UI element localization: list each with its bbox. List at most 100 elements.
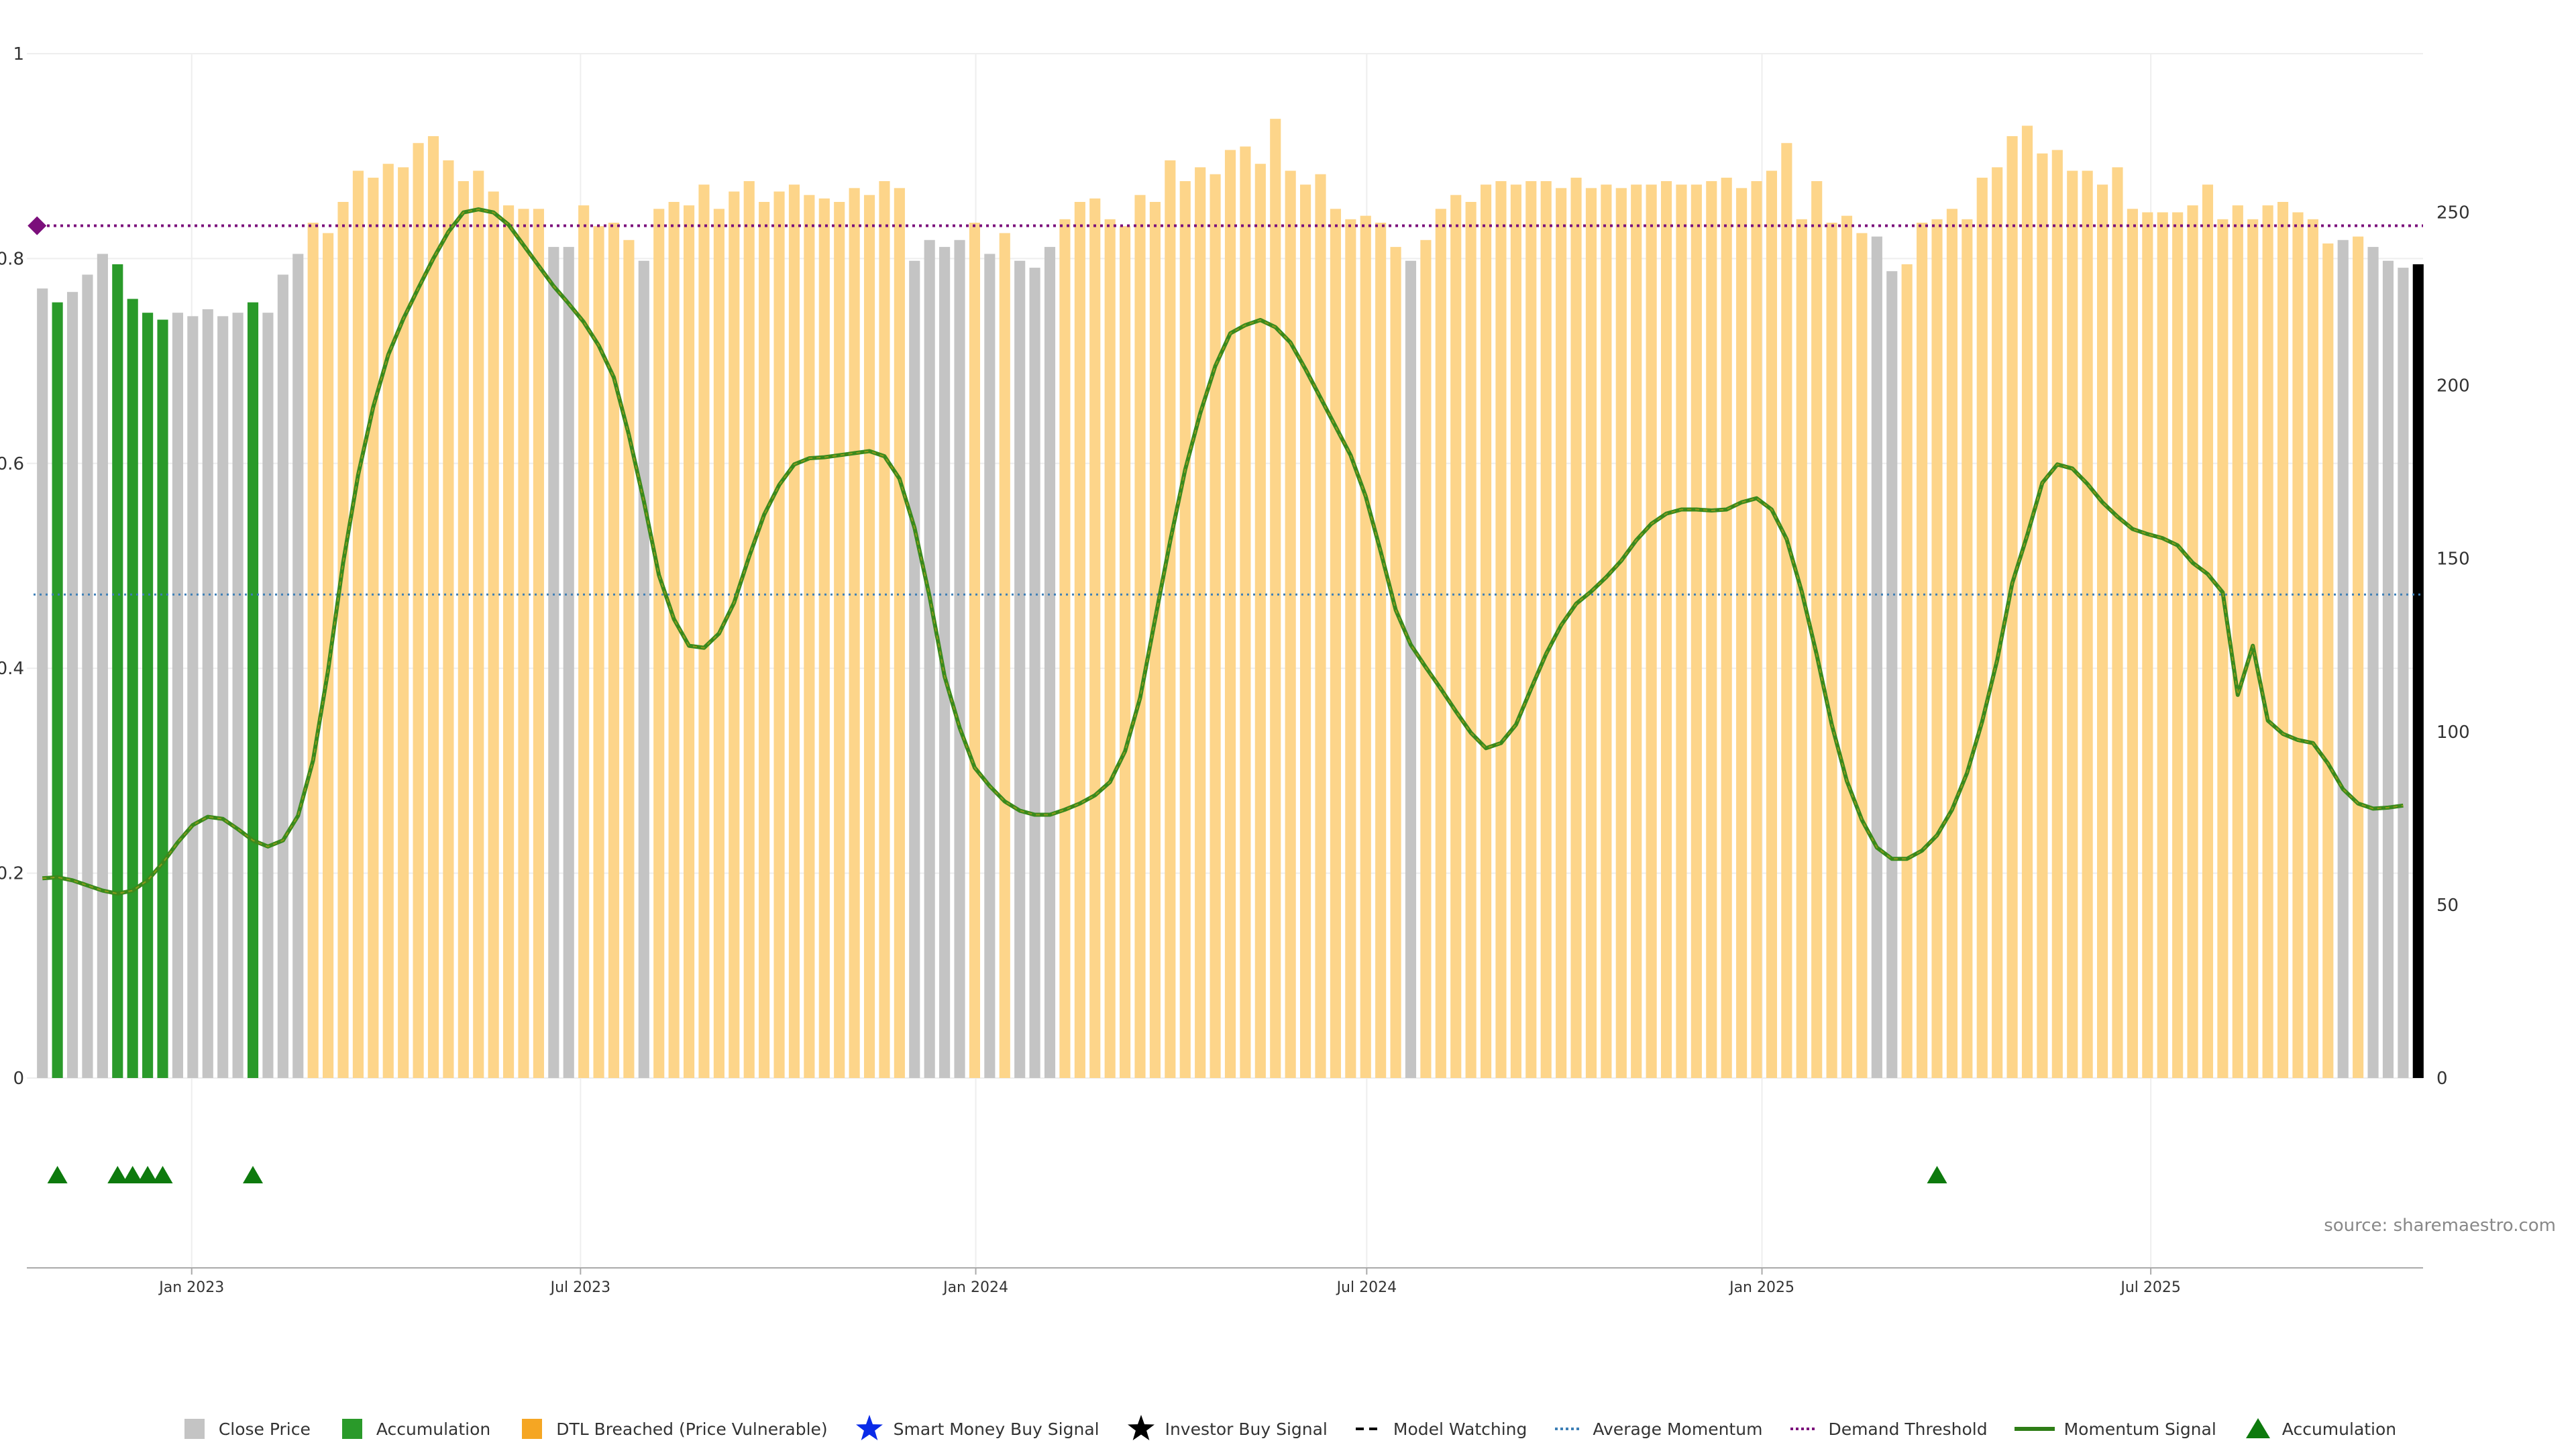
legend-label: DTL Breached (Price Vulnerable): [556, 1419, 828, 1439]
legend-item: Accumulation: [337, 1414, 490, 1444]
x-tick-label: Jan 2023: [158, 1279, 224, 1296]
momentum-signal-line: [42, 207, 2404, 896]
price-bar-orange: [804, 195, 815, 1079]
legend-label: Model Watching: [1393, 1419, 1527, 1439]
price-bar-gray: [277, 274, 288, 1078]
legend-dash-icon: [1355, 1428, 1383, 1430]
price-bar-orange: [668, 201, 680, 1078]
price-bar-orange: [323, 233, 334, 1078]
price-bar-orange: [1781, 143, 1792, 1079]
price-bar-gray: [66, 292, 78, 1079]
price-bar-orange: [1149, 201, 1161, 1078]
legend-item: Momentum Signal: [2014, 1414, 2216, 1444]
price-bar-orange: [1375, 222, 1387, 1078]
accumulation-marker: [107, 1166, 128, 1183]
price-bar-gray: [292, 254, 304, 1078]
signal-lines: [28, 207, 2423, 896]
price-bar-orange: [2037, 153, 2048, 1079]
price-bar-orange: [1315, 174, 1326, 1079]
legend: Close Price Accumulation DTL Breached (Pri…: [0, 1409, 2576, 1449]
price-bar-orange: [1330, 209, 1341, 1078]
price-bar-orange: [427, 136, 439, 1078]
legend-item: Investor Buy Signal: [1126, 1414, 1328, 1444]
price-bar-orange: [1721, 177, 1732, 1078]
price-bar-orange: [1660, 181, 1672, 1078]
price-bar-orange: [1179, 181, 1191, 1078]
price-bar-orange: [1570, 177, 1582, 1078]
price-bar-orange: [2307, 219, 2318, 1078]
price-bar-orange: [2277, 201, 2289, 1078]
legend-label: Demand Threshold: [1828, 1419, 1988, 1439]
y-left-tick-label: 1: [13, 44, 24, 64]
accumulation-marker: [138, 1166, 158, 1183]
price-bar-orange: [1766, 170, 1778, 1078]
price-bar-orange: [413, 143, 424, 1079]
price-bar-gray: [1029, 268, 1040, 1078]
legend-star-icon: [855, 1415, 883, 1440]
price-bar-orange: [1420, 239, 1432, 1078]
price-bar-orange: [1631, 184, 1642, 1078]
price-bar-orange: [593, 226, 604, 1078]
price-bar-orange: [1074, 201, 1085, 1078]
y-right-tick-label: 250: [2436, 203, 2470, 223]
price-bar-orange: [2262, 205, 2273, 1078]
price-bar-orange: [2172, 212, 2184, 1078]
legend-square-icon: [522, 1419, 543, 1439]
price-bar-orange: [2157, 212, 2168, 1078]
price-bar-orange: [698, 184, 710, 1078]
legend-label: Investor Buy Signal: [1165, 1419, 1328, 1439]
legend-item: Close Price: [180, 1414, 311, 1444]
y-right-tick-label: 50: [2436, 896, 2459, 916]
price-bar-orange: [1917, 222, 1928, 1078]
x-tick-label: Jul 2025: [2119, 1279, 2181, 1296]
price-bar-orange: [2232, 205, 2243, 1078]
legend-label: Close Price: [218, 1419, 311, 1439]
price-bar-orange: [849, 188, 860, 1078]
price-bar-orange: [1240, 146, 1251, 1078]
price-bar-orange: [1510, 184, 1521, 1078]
price-bar-orange: [623, 239, 635, 1078]
price-bar-green: [127, 299, 138, 1079]
momentum-signal-highlight: [42, 209, 2404, 895]
price-bar-orange: [1856, 233, 1868, 1078]
legend-dotted-icon: [1790, 1428, 1818, 1430]
price-bar-gray: [217, 316, 229, 1078]
price-bar-orange: [863, 195, 875, 1079]
x-tick-label: Jan 2024: [942, 1279, 1008, 1296]
price-bar-orange: [1104, 219, 1116, 1078]
legend-item: Demand Threshold: [1789, 1414, 1988, 1444]
price-bar-gray: [232, 313, 244, 1079]
price-bar-orange: [2353, 236, 2364, 1079]
price-bar-orange: [608, 222, 620, 1078]
demand-threshold-marker: [28, 216, 47, 235]
price-bar-orange: [503, 205, 515, 1078]
price-bar-gray: [187, 316, 199, 1078]
price-bar-gray: [2337, 239, 2349, 1078]
axes: 0 0.2 0.4 0.6 0.8 1 0 50 100 150 200 250 Jan 2023 Jul…: [0, 44, 2470, 1296]
price-bar-gray: [1014, 260, 1026, 1078]
price-bar-green: [52, 302, 63, 1079]
legend-dotted-icon: [1555, 1428, 1582, 1430]
legend-item: DTL Breached (Price Vulnerable): [517, 1414, 828, 1444]
price-bar-orange: [1601, 184, 1612, 1078]
y-left-tick-label: 0: [13, 1069, 24, 1089]
price-bar-orange: [1751, 181, 1762, 1078]
price-bar-orange: [307, 222, 319, 1078]
price-bar-gray: [984, 254, 996, 1078]
accumulation-marker: [243, 1166, 264, 1183]
price-bar-gray: [172, 313, 184, 1079]
price-bar-orange: [759, 201, 770, 1078]
price-bar-orange: [773, 191, 785, 1078]
price-bar-orange: [999, 233, 1010, 1078]
price-bar-green: [112, 264, 123, 1078]
accumulation-markers: [47, 1166, 1947, 1183]
price-bar-orange: [2187, 205, 2198, 1078]
price-bar-orange: [834, 201, 845, 1078]
y-right-tick-label: 150: [2436, 549, 2470, 570]
price-bar-orange: [2217, 219, 2229, 1078]
legend-item: Accumulation: [2243, 1414, 2396, 1444]
accumulation-marker: [47, 1166, 68, 1183]
accumulation-marker: [122, 1166, 143, 1183]
accumulation-marker: [1927, 1166, 1947, 1183]
